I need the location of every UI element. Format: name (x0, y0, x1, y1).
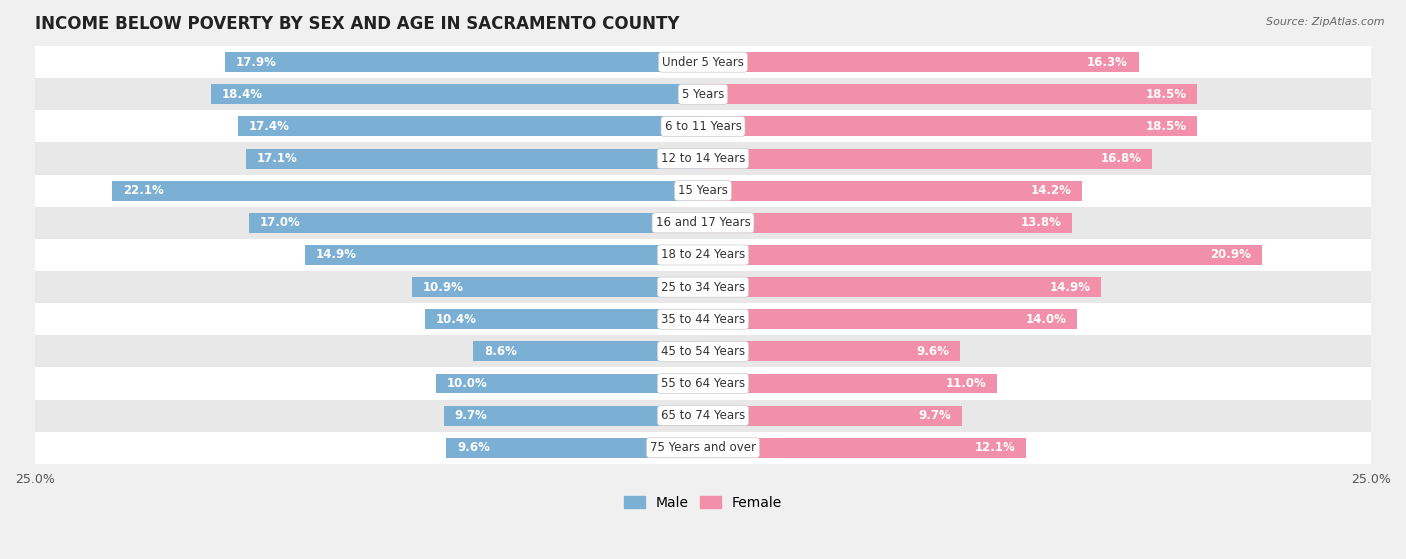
Bar (447, 438, 703, 458)
Bar (35, 110, 1371, 143)
Text: 10.4%: 10.4% (436, 312, 477, 326)
Text: 18.5%: 18.5% (1146, 120, 1187, 133)
Text: 22.1%: 22.1% (124, 184, 165, 197)
Bar (35, 271, 1371, 303)
Bar (703, 84, 1198, 105)
Text: 18 to 24 Years: 18 to 24 Years (661, 248, 745, 262)
Legend: Male, Female: Male, Female (619, 490, 787, 515)
Bar (703, 52, 1139, 72)
Bar (703, 309, 1077, 329)
Text: 9.6%: 9.6% (915, 345, 949, 358)
Bar (444, 406, 703, 425)
Bar (246, 149, 703, 168)
Text: 15 Years: 15 Years (678, 184, 728, 197)
Bar (225, 52, 703, 72)
Bar (703, 438, 1026, 458)
Text: 11.0%: 11.0% (945, 377, 986, 390)
Bar (703, 277, 1101, 297)
Text: 45 to 54 Years: 45 to 54 Years (661, 345, 745, 358)
Bar (35, 174, 1371, 207)
Bar (35, 78, 1371, 110)
Text: 14.0%: 14.0% (1025, 312, 1066, 326)
Text: 10.0%: 10.0% (447, 377, 488, 390)
Bar (35, 335, 1371, 367)
Text: 17.0%: 17.0% (259, 216, 299, 229)
Text: 35 to 44 Years: 35 to 44 Years (661, 312, 745, 326)
Text: 17.4%: 17.4% (249, 120, 290, 133)
Bar (238, 116, 703, 136)
Text: 25 to 34 Years: 25 to 34 Years (661, 281, 745, 293)
Text: 17.9%: 17.9% (235, 56, 276, 69)
Bar (35, 303, 1371, 335)
Bar (412, 277, 703, 297)
Bar (703, 149, 1152, 168)
Bar (474, 342, 703, 361)
Text: 20.9%: 20.9% (1211, 248, 1251, 262)
Bar (249, 213, 703, 233)
Bar (425, 309, 703, 329)
Text: 12.1%: 12.1% (974, 441, 1015, 454)
Text: INCOME BELOW POVERTY BY SEX AND AGE IN SACRAMENTO COUNTY: INCOME BELOW POVERTY BY SEX AND AGE IN S… (35, 15, 679, 33)
Bar (305, 245, 703, 265)
Bar (703, 181, 1083, 201)
Text: 14.9%: 14.9% (315, 248, 357, 262)
Text: 55 to 64 Years: 55 to 64 Years (661, 377, 745, 390)
Text: Source: ZipAtlas.com: Source: ZipAtlas.com (1267, 17, 1385, 27)
Text: 12 to 14 Years: 12 to 14 Years (661, 152, 745, 165)
Text: 13.8%: 13.8% (1021, 216, 1062, 229)
Bar (35, 432, 1371, 464)
Text: 18.4%: 18.4% (222, 88, 263, 101)
Bar (703, 213, 1071, 233)
Text: 65 to 74 Years: 65 to 74 Years (661, 409, 745, 422)
Bar (35, 207, 1371, 239)
Bar (703, 373, 997, 394)
Bar (703, 342, 959, 361)
Bar (35, 400, 1371, 432)
Text: 5 Years: 5 Years (682, 88, 724, 101)
Bar (35, 143, 1371, 174)
Text: 18.5%: 18.5% (1146, 88, 1187, 101)
Bar (436, 373, 703, 394)
Text: 14.9%: 14.9% (1049, 281, 1091, 293)
Bar (703, 116, 1198, 136)
Text: 10.9%: 10.9% (422, 281, 464, 293)
Text: 9.7%: 9.7% (918, 409, 952, 422)
Text: 17.1%: 17.1% (257, 152, 298, 165)
Text: Under 5 Years: Under 5 Years (662, 56, 744, 69)
Bar (112, 181, 703, 201)
Text: 6 to 11 Years: 6 to 11 Years (665, 120, 741, 133)
Text: 75 Years and over: 75 Years and over (650, 441, 756, 454)
Text: 16.8%: 16.8% (1101, 152, 1142, 165)
Text: 14.2%: 14.2% (1031, 184, 1071, 197)
Bar (703, 406, 962, 425)
Bar (35, 367, 1371, 400)
Text: 16.3%: 16.3% (1087, 56, 1128, 69)
Text: 8.6%: 8.6% (484, 345, 517, 358)
Bar (703, 245, 1261, 265)
Text: 9.6%: 9.6% (457, 441, 491, 454)
Bar (35, 239, 1371, 271)
Text: 9.7%: 9.7% (454, 409, 488, 422)
Bar (35, 46, 1371, 78)
Bar (211, 84, 703, 105)
Text: 16 and 17 Years: 16 and 17 Years (655, 216, 751, 229)
